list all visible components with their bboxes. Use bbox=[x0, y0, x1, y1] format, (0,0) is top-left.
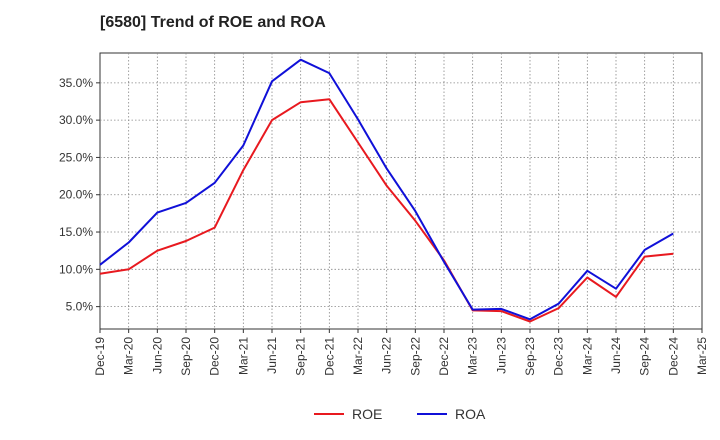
x-tick-label: Sep-23 bbox=[523, 337, 537, 376]
x-tick-label: Jun-21 bbox=[265, 337, 279, 374]
y-tick-label: 20.0% bbox=[59, 188, 93, 202]
x-tick-label: Jun-20 bbox=[150, 337, 164, 374]
y-tick-label: 35.0% bbox=[59, 76, 93, 90]
y-tick-label: 5.0% bbox=[66, 300, 94, 314]
y-tick-label: 10.0% bbox=[59, 262, 93, 276]
y-tick-label: 25.0% bbox=[59, 150, 93, 164]
x-tick-label: Mar-23 bbox=[466, 337, 480, 375]
x-tick-label: Sep-22 bbox=[408, 337, 422, 376]
x-tick-label: Jun-23 bbox=[494, 337, 508, 374]
x-tick-label: Dec-23 bbox=[552, 337, 566, 376]
series-line-roe bbox=[99, 98, 674, 323]
x-axis-ticks: Dec-19 Mar-20 Jun-20 Sep-20 Dec-20 Mar-21 Jun-… bbox=[93, 329, 709, 376]
x-tick-label: Mar-25 bbox=[695, 337, 709, 375]
x-tick-label: Mar-21 bbox=[236, 337, 250, 375]
series-line-roa bbox=[99, 58, 674, 321]
x-tick-label: Dec-19 bbox=[93, 337, 107, 376]
legend: ROE ROA bbox=[314, 406, 486, 422]
y-tick-label: 30.0% bbox=[59, 113, 93, 127]
x-tick-label: Jun-24 bbox=[609, 337, 623, 374]
legend-item-roe: ROE bbox=[314, 406, 382, 422]
x-tick-label: Mar-24 bbox=[580, 337, 594, 375]
x-tick-label: Dec-22 bbox=[437, 337, 451, 376]
x-tick-label: Sep-20 bbox=[179, 337, 193, 376]
x-tick-label: Dec-24 bbox=[666, 337, 680, 376]
x-tick-label: Dec-21 bbox=[322, 337, 336, 376]
y-axis-ticks: 5.0% 10.0% 15.0% 20.0% 25.0% 30.0% 35.0% bbox=[59, 76, 100, 314]
legend-item-roa: ROA bbox=[417, 406, 486, 422]
x-tick-label: Mar-20 bbox=[122, 337, 136, 375]
x-tick-label: Jun-22 bbox=[380, 337, 394, 374]
grid-lines bbox=[100, 53, 702, 329]
x-tick-label: Sep-21 bbox=[294, 337, 308, 376]
x-tick-label: Mar-22 bbox=[351, 337, 365, 375]
chart-title: [6580] Trend of ROE and ROA bbox=[100, 14, 326, 31]
x-tick-label: Sep-24 bbox=[638, 337, 652, 376]
legend-label: ROA bbox=[455, 406, 486, 422]
series-lines bbox=[99, 58, 674, 323]
legend-label: ROE bbox=[352, 406, 382, 422]
y-tick-label: 15.0% bbox=[59, 225, 93, 239]
x-tick-label: Dec-20 bbox=[208, 337, 222, 376]
